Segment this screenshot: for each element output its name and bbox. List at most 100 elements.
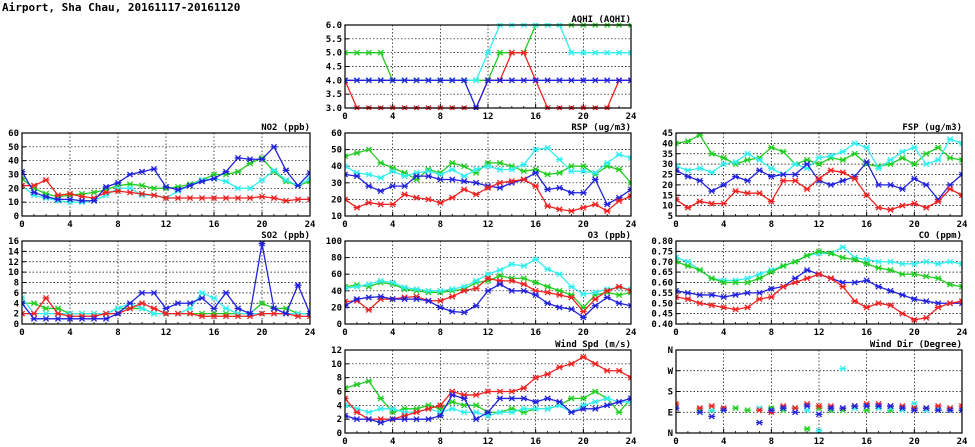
- data-point-blue: [353, 296, 361, 303]
- data-point-red: [603, 207, 611, 215]
- data-point-blue: [345, 412, 349, 419]
- data-point-blue: [568, 409, 575, 416]
- chart-title: O3 (ppb): [588, 231, 631, 241]
- tick-label-y: 0.40: [651, 320, 673, 330]
- data-point-blue: [66, 196, 74, 203]
- data-point-blue: [377, 293, 385, 300]
- tick-label-y: 35: [662, 150, 673, 160]
- tick-label-y: 20: [8, 184, 19, 194]
- data-point-blue: [306, 310, 310, 317]
- tick-label-y: 20: [331, 195, 342, 205]
- data-point-blue: [532, 77, 540, 84]
- data-point-red: [556, 291, 563, 299]
- data-point-cyan: [186, 305, 194, 312]
- tick-label-x: 16: [209, 328, 220, 338]
- data-point-cyan: [425, 287, 432, 294]
- plot-area: [676, 244, 962, 323]
- data-point-cyan: [508, 261, 516, 268]
- tick-label-y: 0.45: [651, 310, 673, 320]
- data-point-blue: [839, 405, 847, 412]
- tick-label-y: S: [668, 388, 673, 398]
- data-point-red: [899, 202, 906, 209]
- tick-label-y: 15: [662, 191, 673, 201]
- data-point-blue: [389, 77, 397, 84]
- data-point-cyan: [114, 305, 122, 312]
- data-point-green: [899, 154, 906, 161]
- data-point-blue: [720, 181, 728, 188]
- data-point-blue: [863, 277, 871, 284]
- tick-label-y: 3.0: [326, 104, 342, 114]
- tick-label-x: 0: [673, 437, 678, 447]
- data-point-blue: [78, 315, 86, 322]
- data-point-green: [54, 305, 62, 312]
- tick-label-y: 30: [331, 179, 342, 189]
- data-point-red: [744, 190, 751, 197]
- data-point-green: [696, 266, 704, 274]
- data-point-green: [544, 283, 551, 290]
- data-point-red: [732, 306, 739, 313]
- data-point-blue: [556, 398, 563, 405]
- data-point-blue: [389, 296, 397, 303]
- tick-label-x: 16: [861, 437, 872, 447]
- tick-label-y: 5.0: [326, 49, 342, 59]
- data-point-red: [958, 298, 962, 305]
- data-point-blue: [401, 183, 408, 190]
- data-point-blue: [345, 77, 349, 84]
- data-point-blue: [448, 308, 456, 315]
- data-point-blue: [899, 185, 906, 193]
- data-point-green: [958, 156, 962, 164]
- data-point-blue: [54, 315, 62, 322]
- data-point-green: [676, 140, 680, 147]
- data-point-blue: [779, 405, 787, 412]
- data-point-blue: [389, 183, 397, 190]
- data-point-cyan: [910, 260, 918, 267]
- tick-label-x: 12: [483, 328, 494, 338]
- data-point-cyan: [756, 156, 763, 164]
- plot-frame: [344, 349, 632, 434]
- data-point-red: [627, 287, 631, 294]
- data-point-green: [934, 275, 942, 282]
- data-point-blue: [460, 178, 468, 185]
- data-point-blue: [222, 168, 230, 175]
- data-point-green: [803, 425, 811, 432]
- tick-label-y: 40: [331, 162, 342, 172]
- data-point-cyan: [389, 279, 397, 286]
- data-point-red: [345, 395, 349, 402]
- tick-label-y: 12: [8, 258, 19, 268]
- data-point-cyan: [353, 283, 361, 290]
- data-point-green: [258, 300, 266, 307]
- tick-label-y: 5.5: [326, 35, 342, 45]
- data-point-green: [946, 154, 954, 161]
- data-point-blue: [676, 167, 680, 174]
- data-point-red: [863, 304, 871, 311]
- data-point-green: [496, 49, 504, 56]
- data-point-green: [377, 159, 385, 166]
- data-point-blue: [389, 416, 397, 423]
- data-point-red: [42, 295, 50, 302]
- data-point-blue: [887, 402, 894, 410]
- data-point-green: [22, 175, 26, 182]
- data-point-cyan: [436, 171, 444, 178]
- data-point-blue: [496, 184, 504, 191]
- data-point-green: [472, 402, 480, 409]
- data-point-red: [258, 310, 266, 317]
- plot-area: [345, 353, 631, 426]
- tick-label-x: 8: [115, 328, 120, 338]
- data-point-red: [22, 310, 26, 317]
- data-point-blue: [946, 407, 954, 414]
- data-point-cyan: [591, 398, 599, 405]
- data-point-blue: [934, 407, 942, 414]
- tick-label-x: 16: [530, 112, 541, 122]
- data-point-blue: [377, 419, 385, 426]
- data-point-green: [30, 300, 38, 307]
- data-point-red: [684, 204, 692, 211]
- tick-label-x: 4: [67, 328, 73, 338]
- data-point-cyan: [568, 49, 575, 56]
- data-point-red: [42, 176, 50, 184]
- data-point-blue: [425, 297, 432, 304]
- data-point-blue: [460, 77, 468, 84]
- data-point-blue: [246, 310, 254, 317]
